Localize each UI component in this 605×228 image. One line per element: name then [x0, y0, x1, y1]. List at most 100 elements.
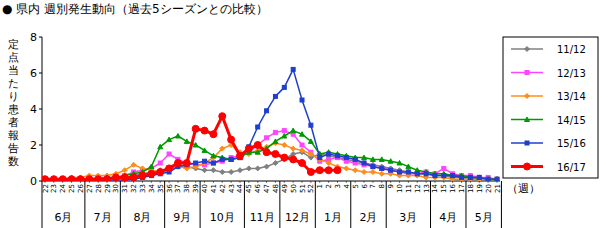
data-point: [380, 166, 384, 170]
month-separator: [430, 181, 431, 228]
plot-area: [42, 67, 500, 181]
x-tick: [302, 181, 303, 183]
data-point: [335, 154, 339, 158]
data-point: [406, 170, 411, 175]
data-point: [450, 173, 455, 178]
x-tick: [222, 181, 223, 183]
month-separator: [386, 181, 387, 228]
data-point: [300, 98, 304, 102]
x-tick: [452, 181, 453, 183]
data-point: [228, 136, 235, 143]
x-tick: [319, 181, 320, 183]
data-point: [415, 171, 420, 176]
data-point: [282, 129, 286, 133]
data-point: [183, 160, 190, 167]
data-point: [468, 175, 473, 180]
data-point: [300, 132, 305, 137]
data-point: [344, 166, 349, 171]
x-tick: [231, 181, 232, 183]
data-point: [495, 177, 500, 181]
x-tick-label: 16: [449, 183, 457, 192]
data-point: [157, 169, 164, 176]
x-tick: [275, 181, 276, 183]
x-tick-label: 40: [201, 184, 209, 193]
month-label: 6月: [54, 211, 72, 224]
month-label: 4月: [439, 211, 457, 224]
x-tick: [257, 181, 258, 183]
x-tick-label: 11: [405, 184, 413, 193]
x-tick: [381, 181, 382, 183]
x-tick-label: 1: [316, 184, 324, 188]
chart: ● 県内 週別発生動向（過去5シーズンとの比較）定点当たり患者報告数024682…: [0, 0, 605, 228]
data-point: [334, 167, 341, 174]
y-axis-label-char: 患: [7, 103, 19, 116]
data-point: [300, 143, 304, 147]
data-point: [95, 176, 102, 181]
data-point: [86, 176, 93, 181]
x-tick: [399, 181, 400, 183]
data-point: [291, 67, 295, 71]
data-point: [236, 152, 243, 159]
x-tick-label: 9: [387, 184, 395, 188]
x-tick-label: 3: [334, 184, 342, 188]
x-tick: [328, 181, 329, 183]
data-point: [325, 167, 332, 174]
data-point: [371, 165, 375, 169]
data-point: [282, 143, 287, 148]
y-axis-label-char: り: [8, 90, 19, 103]
x-tick: [364, 181, 365, 183]
data-point: [51, 177, 56, 181]
data-point: [281, 154, 288, 161]
x-tick-label: 35: [157, 184, 165, 193]
data-point: [105, 177, 110, 181]
x-tick-label: 33: [139, 184, 147, 193]
month-separator: [501, 181, 502, 228]
data-point: [255, 166, 260, 171]
data-point: [282, 85, 286, 89]
series-line: [45, 69, 497, 180]
data-point: [362, 161, 367, 166]
data-point: [442, 166, 446, 170]
y-axis-label: 定点当たり患者報告数: [7, 38, 19, 168]
data-point: [282, 134, 287, 139]
data-point: [184, 139, 189, 144]
data-point: [468, 175, 472, 179]
x-tick-label: 43: [228, 184, 236, 193]
legend-label: 11/12: [557, 44, 586, 55]
x-tick-label: 47: [263, 184, 271, 193]
y-axis-label-char: 当: [8, 64, 19, 77]
x-tick: [151, 181, 152, 183]
x-tick: [408, 181, 409, 183]
data-point: [203, 159, 207, 163]
x-tick-label: 24: [59, 183, 67, 192]
data-point: [211, 153, 216, 158]
data-point: [122, 175, 127, 180]
data-point: [398, 170, 402, 174]
data-point: [245, 145, 252, 152]
data-point: [273, 130, 277, 134]
x-tick: [239, 181, 240, 183]
data-point: [344, 156, 348, 160]
x-tick-label: 46: [254, 183, 262, 192]
month-label: 7月: [94, 211, 112, 224]
data-point: [130, 174, 137, 181]
x-tick-label: 44: [236, 183, 244, 192]
data-point: [318, 156, 322, 160]
data-point: [433, 174, 437, 178]
x-tick-label: 13: [423, 184, 431, 193]
data-point: [309, 123, 313, 127]
y-axis-label-char: 点: [8, 51, 19, 64]
data-point: [495, 177, 499, 181]
data-point: [42, 176, 49, 181]
data-point: [362, 155, 367, 160]
month-label: 5月: [475, 211, 493, 224]
x-tick-label: 7: [369, 184, 377, 188]
data-point: [486, 177, 491, 181]
y-axis: [42, 37, 43, 181]
x-tick: [497, 181, 498, 183]
month-label: 9月: [173, 211, 191, 224]
month-label: 8月: [133, 211, 151, 224]
x-tick: [372, 181, 373, 183]
data-point: [371, 165, 375, 169]
data-point: [486, 177, 491, 181]
